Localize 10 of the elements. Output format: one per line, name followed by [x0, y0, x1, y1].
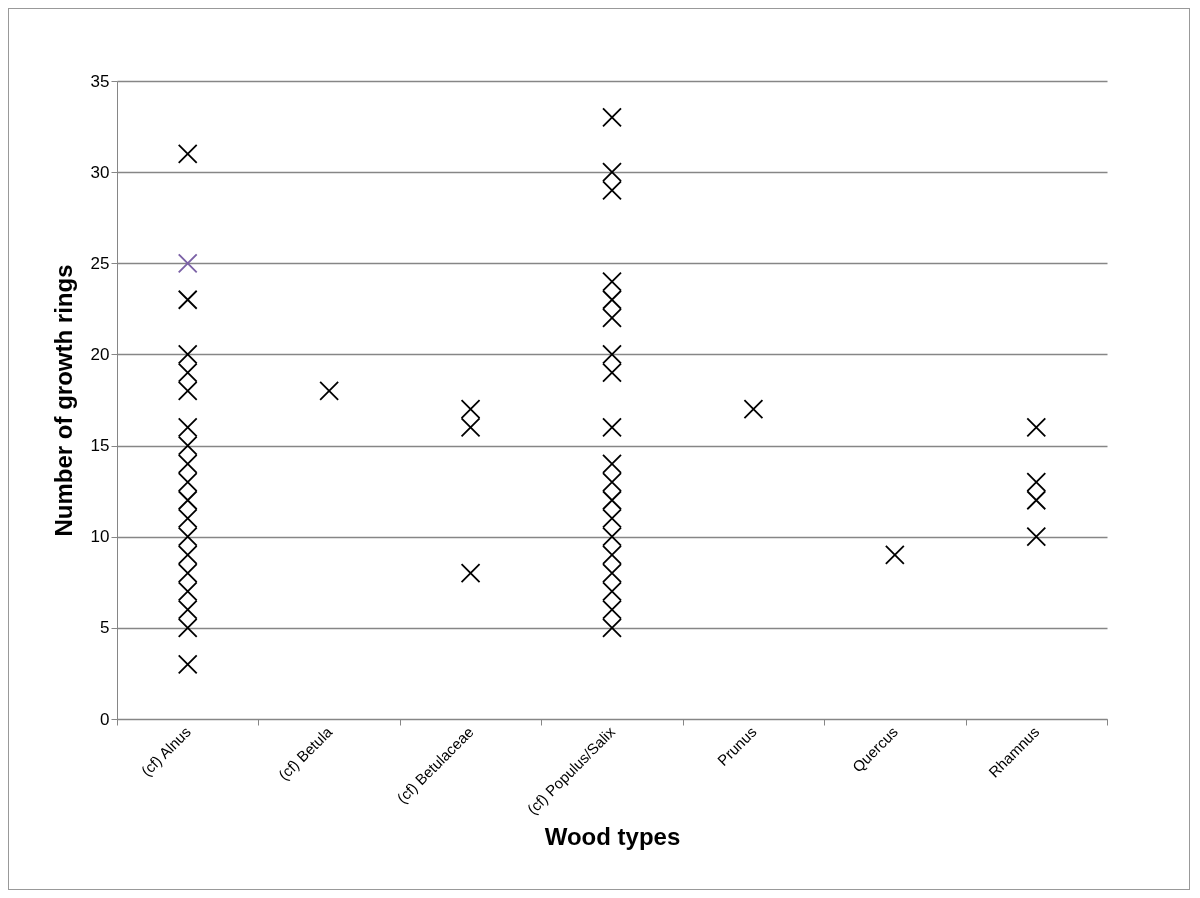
y-tick-label: 5: [100, 618, 110, 638]
y-tick-label: 0: [100, 709, 110, 729]
y-tick-label: 15: [90, 436, 110, 456]
y-tick-label: 20: [90, 344, 110, 364]
y-tick-label: 35: [90, 71, 110, 91]
y-axis-title: Number of growth rings: [49, 264, 77, 537]
y-tick-label: 30: [90, 162, 110, 182]
y-tick-label: 10: [90, 527, 110, 547]
x-axis-title: Wood types: [544, 822, 681, 850]
y-tick-label: 25: [90, 253, 110, 273]
